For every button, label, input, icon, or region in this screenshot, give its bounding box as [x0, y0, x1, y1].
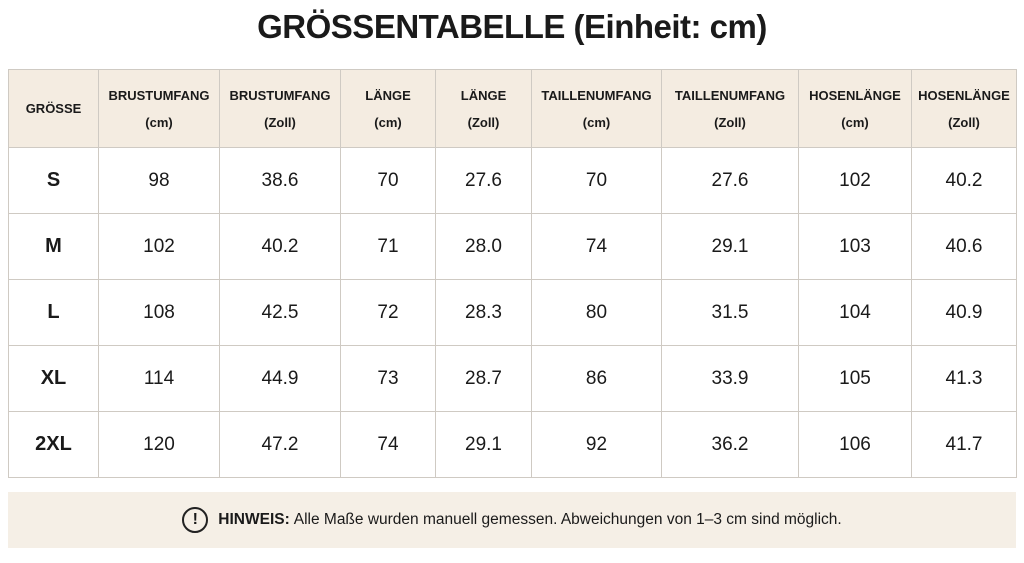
note-label: HINWEIS: — [218, 511, 290, 528]
note-text: Alle Maße wurden manuell gemessen. Abwei… — [293, 511, 842, 528]
size-cell: XL — [8, 345, 99, 412]
value-cell: 103 — [798, 213, 912, 280]
table-row: 2XL 120 47.2 74 29.1 92 36.2 106 41.7 — [8, 411, 1017, 478]
value-cell: 40.9 — [911, 279, 1017, 346]
header-name: LÄNGE — [460, 87, 507, 103]
note-content: HINWEIS: Alle Maße wurden manuell gemesse… — [218, 511, 841, 529]
value-cell: 102 — [98, 213, 220, 280]
value-cell: 27.6 — [661, 147, 799, 214]
value-cell: 28.0 — [435, 213, 532, 280]
value-cell: 106 — [798, 411, 912, 478]
value-cell: 72 — [340, 279, 436, 346]
value-cell: 108 — [98, 279, 220, 346]
value-cell: 40.6 — [911, 213, 1017, 280]
header-cell: BRUSTUMFANG (cm) — [98, 69, 220, 148]
value-cell: 105 — [798, 345, 912, 412]
header-cell: TAILLENUMFANG (Zoll) — [661, 69, 799, 148]
header-unit: (Zoll) — [948, 114, 980, 130]
header-cell: LÄNGE (cm) — [340, 69, 436, 148]
header-unit: (cm) — [145, 114, 173, 130]
value-cell: 98 — [98, 147, 220, 214]
size-cell: M — [8, 213, 99, 280]
header-name: GRÖSSE — [25, 101, 82, 116]
value-cell: 42.5 — [219, 279, 341, 346]
header-cell: BRUSTUMFANG (Zoll) — [219, 69, 341, 148]
header-cell: HOSENLÄNGE (Zoll) — [911, 69, 1017, 148]
header-cell: TAILLENUMFANG (cm) — [531, 69, 662, 148]
size-table: GRÖSSE BRUSTUMFANG (cm) BRUSTUMFANG (Zoll) LÄ… — [8, 69, 1017, 478]
table-row: M 102 40.2 71 28.0 74 29.1 103 40.6 — [8, 213, 1017, 280]
value-cell: 104 — [798, 279, 912, 346]
value-cell: 28.3 — [435, 279, 532, 346]
value-cell: 38.6 — [219, 147, 341, 214]
value-cell: 74 — [531, 213, 662, 280]
header-name: HOSENLÄNGE — [809, 87, 901, 103]
header-unit: (Zoll) — [714, 114, 746, 130]
value-cell: 71 — [340, 213, 436, 280]
header-name: BRUSTUMFANG — [108, 87, 210, 103]
header-unit: (cm) — [374, 114, 402, 130]
value-cell: 92 — [531, 411, 662, 478]
value-cell: 27.6 — [435, 147, 532, 214]
table-row: XL 114 44.9 73 28.7 86 33.9 105 41.3 — [8, 345, 1017, 412]
header-cell: LÄNGE (Zoll) — [435, 69, 532, 148]
header-name: TAILLENUMFANG — [541, 87, 652, 103]
header-row: GRÖSSE BRUSTUMFANG (cm) BRUSTUMFANG (Zoll) LÄ… — [8, 69, 1017, 148]
value-cell: 102 — [798, 147, 912, 214]
value-cell: 86 — [531, 345, 662, 412]
value-cell: 40.2 — [219, 213, 341, 280]
header-name: TAILLENUMFANG — [674, 87, 786, 103]
value-cell: 47.2 — [219, 411, 341, 478]
header-unit: (Zoll) — [467, 114, 500, 130]
value-cell: 41.7 — [911, 411, 1017, 478]
header-name: HOSENLÄNGE — [918, 87, 1010, 103]
value-cell: 36.2 — [661, 411, 799, 478]
header-cell: GRÖSSE — [8, 69, 99, 148]
header-name: BRUSTUMFANG — [229, 87, 331, 103]
header-cell: HOSENLÄNGE (cm) — [798, 69, 912, 148]
note-box: ! HINWEIS: Alle Maße wurden manuell gemes… — [8, 492, 1016, 548]
value-cell: 80 — [531, 279, 662, 346]
value-cell: 29.1 — [661, 213, 799, 280]
value-cell: 70 — [340, 147, 436, 214]
table-head: GRÖSSE BRUSTUMFANG (cm) BRUSTUMFANG (Zoll) LÄ… — [8, 69, 1017, 148]
header-unit: (cm) — [582, 114, 611, 130]
value-cell: 114 — [98, 345, 220, 412]
table-row: S 98 38.6 70 27.6 70 27.6 102 40.2 — [8, 147, 1017, 214]
value-cell: 31.5 — [661, 279, 799, 346]
size-cell: 2XL — [8, 411, 99, 478]
header-name: LÄNGE — [365, 87, 411, 103]
value-cell: 40.2 — [911, 147, 1017, 214]
value-cell: 44.9 — [219, 345, 341, 412]
header-unit: (cm) — [841, 114, 869, 130]
note-icon: ! — [182, 507, 209, 533]
value-cell: 120 — [98, 411, 220, 478]
size-cell: S — [8, 147, 99, 214]
value-cell: 33.9 — [661, 345, 799, 412]
value-cell: 41.3 — [911, 345, 1017, 412]
header-unit: (Zoll) — [264, 114, 296, 130]
title: GRÖSSENTABELLE (Einheit: cm) — [257, 8, 767, 45]
table-row: L 108 42.5 72 28.3 80 31.5 104 40.9 — [8, 279, 1017, 346]
size-cell: L — [8, 279, 99, 346]
value-cell: 29.1 — [435, 411, 532, 478]
table-body: S 98 38.6 70 27.6 70 27.6 102 40.2 M 102 40.2 71 28.0… — [8, 147, 1017, 478]
value-cell: 74 — [340, 411, 436, 478]
value-cell: 73 — [340, 345, 436, 412]
value-cell: 28.7 — [435, 345, 532, 412]
value-cell: 70 — [531, 147, 662, 214]
